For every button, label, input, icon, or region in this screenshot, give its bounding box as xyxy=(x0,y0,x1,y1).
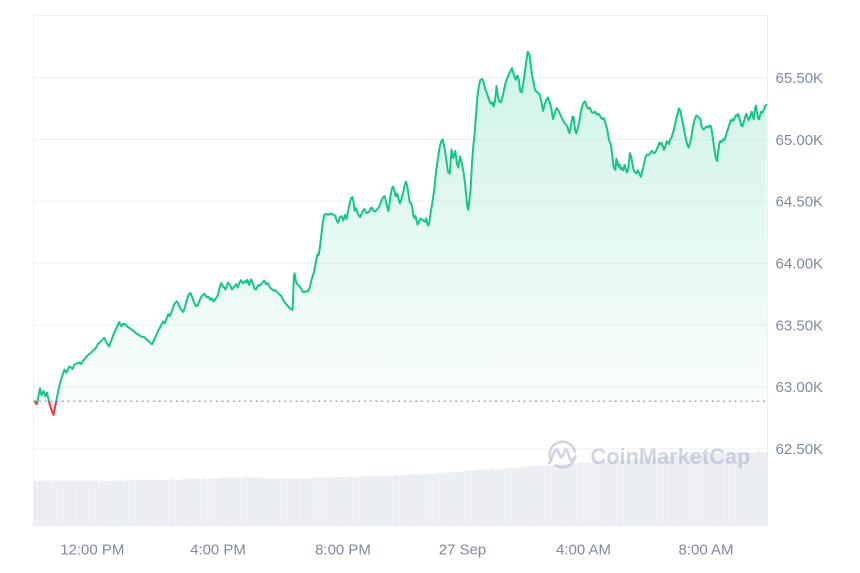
svg-text:65.00K: 65.00K xyxy=(776,132,824,149)
svg-text:64.00K: 64.00K xyxy=(776,256,824,273)
svg-text:4:00 AM: 4:00 AM xyxy=(556,541,611,558)
svg-text:4:00 PM: 4:00 PM xyxy=(190,541,246,558)
svg-text:8:00 AM: 8:00 AM xyxy=(678,541,733,558)
svg-text:63.00K: 63.00K xyxy=(776,379,824,396)
svg-text:8:00 PM: 8:00 PM xyxy=(315,541,371,558)
svg-text:27 Sep: 27 Sep xyxy=(439,541,487,558)
svg-text:CoinMarketCap: CoinMarketCap xyxy=(591,444,751,469)
svg-text:62.50K: 62.50K xyxy=(776,441,824,458)
svg-text:64.50K: 64.50K xyxy=(776,194,824,211)
svg-text:12:00 PM: 12:00 PM xyxy=(60,541,124,558)
svg-text:65.50K: 65.50K xyxy=(776,70,824,87)
svg-text:63.50K: 63.50K xyxy=(776,317,824,334)
